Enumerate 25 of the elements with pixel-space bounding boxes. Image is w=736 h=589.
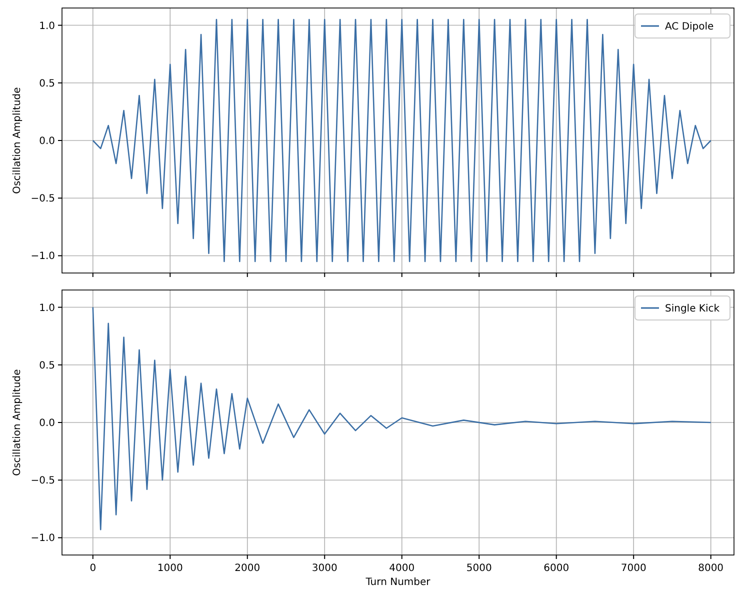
y-tick-label: −1.0 — [30, 251, 55, 262]
x-tick-label: 3000 — [312, 563, 338, 574]
legend-label: AC Dipole — [665, 22, 714, 32]
x-tick-label: 1000 — [157, 563, 183, 574]
y-axis-title: Oscillation Amplitude — [12, 87, 23, 194]
y-tick-label: 0.0 — [39, 136, 55, 147]
legend-label: Single Kick — [665, 304, 720, 314]
x-tick-label: 4000 — [389, 563, 415, 574]
y-tick-label: 1.0 — [39, 302, 55, 314]
x-tick-label: 5000 — [466, 563, 492, 574]
x-tick-label: 6000 — [544, 563, 570, 574]
x-axis-title: Turn Number — [364, 577, 432, 588]
y-tick-label: 0.5 — [39, 78, 55, 90]
x-tick-label: 8000 — [698, 563, 724, 574]
y-tick-label: 0.5 — [39, 360, 55, 372]
line-series — [92, 18, 712, 262]
y-tick-label: 1.0 — [39, 20, 55, 32]
x-tick-label: 2000 — [234, 563, 260, 574]
y-tick-label: −0.5 — [30, 194, 55, 205]
y-axis-title: Oscillation Amplitude — [12, 369, 23, 476]
x-tick-label: 0 — [90, 563, 96, 574]
y-tick-label: −0.5 — [30, 476, 55, 487]
y-tick-label: 0.0 — [39, 418, 55, 429]
x-tick-label: 7000 — [620, 563, 646, 574]
y-tick-label: −1.0 — [30, 533, 55, 544]
